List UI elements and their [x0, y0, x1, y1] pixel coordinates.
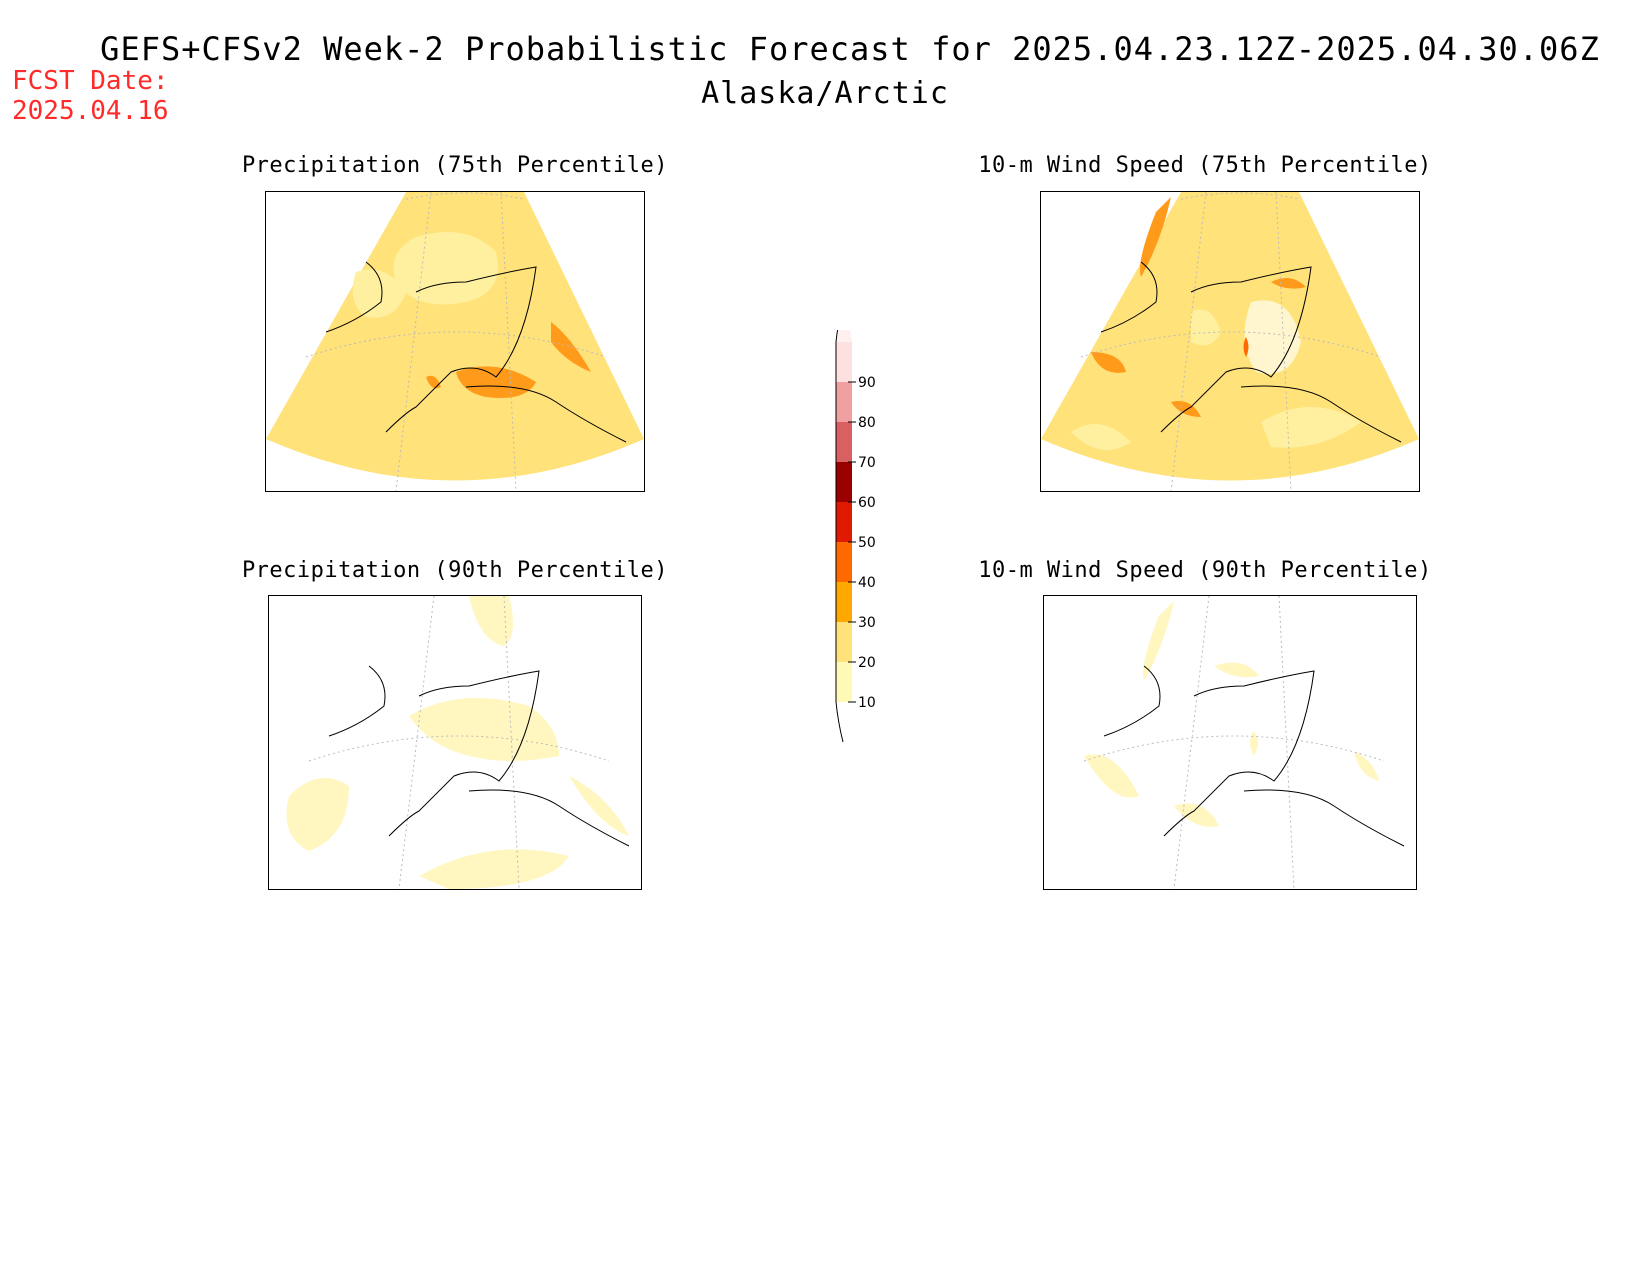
region-title: Alaska/Arctic — [701, 76, 949, 111]
map-panel-wind-75 — [1040, 191, 1420, 492]
colorbar-swatch — [836, 462, 852, 502]
colorbar-tick-label: 60 — [858, 495, 876, 511]
colorbar-tick-label: 20 — [858, 655, 876, 671]
colorbar-swatch — [836, 502, 852, 542]
colorbar-tick-label: 90 — [858, 375, 876, 391]
panel-title-precip-75: Precipitation (75th Percentile) — [241, 153, 669, 178]
colorbar-tick-label: 80 — [858, 415, 876, 431]
colorbar-swatch — [836, 382, 852, 422]
map-precip-75 — [266, 192, 644, 491]
colorbar-tick-label: 40 — [858, 575, 876, 591]
forecast-date-caption: FCST Date: — [12, 66, 169, 96]
colorbar-tick-label: 70 — [858, 455, 876, 471]
panel-title-wind-90: 10-m Wind Speed (90th Percentile) — [978, 558, 1432, 583]
forecast-date-label: FCST Date: 2025.04.16 — [12, 66, 169, 126]
map-wind-75 — [1041, 192, 1419, 491]
main-title: GEFS+CFSv2 Week-2 Probabilistic Forecast… — [100, 30, 1600, 68]
colorbar-swatch — [836, 622, 852, 662]
map-panel-wind-90 — [1043, 595, 1417, 890]
forecast-date-value: 2025.04.16 — [12, 96, 169, 126]
colorbar-swatch — [836, 662, 852, 702]
map-panel-precip-90 — [268, 595, 642, 890]
panel-title-precip-90: Precipitation (90th Percentile) — [241, 558, 669, 583]
map-precip-90 — [269, 596, 641, 889]
colorbar-tick-label: 50 — [858, 535, 876, 551]
colorbar-swatch — [836, 582, 852, 622]
colorbar-bottom-tip — [835, 701, 844, 743]
map-panel-precip-75 — [265, 191, 645, 492]
colorbar-swatch — [836, 342, 852, 382]
colorbar-swatch — [836, 542, 852, 582]
colorbar-tick-label: 30 — [858, 615, 876, 631]
map-wind-90 — [1044, 596, 1416, 889]
panel-title-wind-75: 10-m Wind Speed (75th Percentile) — [978, 153, 1432, 178]
colorbar-tick-label: 10 — [858, 695, 876, 711]
colorbar: 10 20 30 40 50 60 70 80 90 — [835, 330, 876, 743]
colorbar-swatch — [836, 422, 852, 462]
colorbar-top-tip — [836, 330, 852, 342]
